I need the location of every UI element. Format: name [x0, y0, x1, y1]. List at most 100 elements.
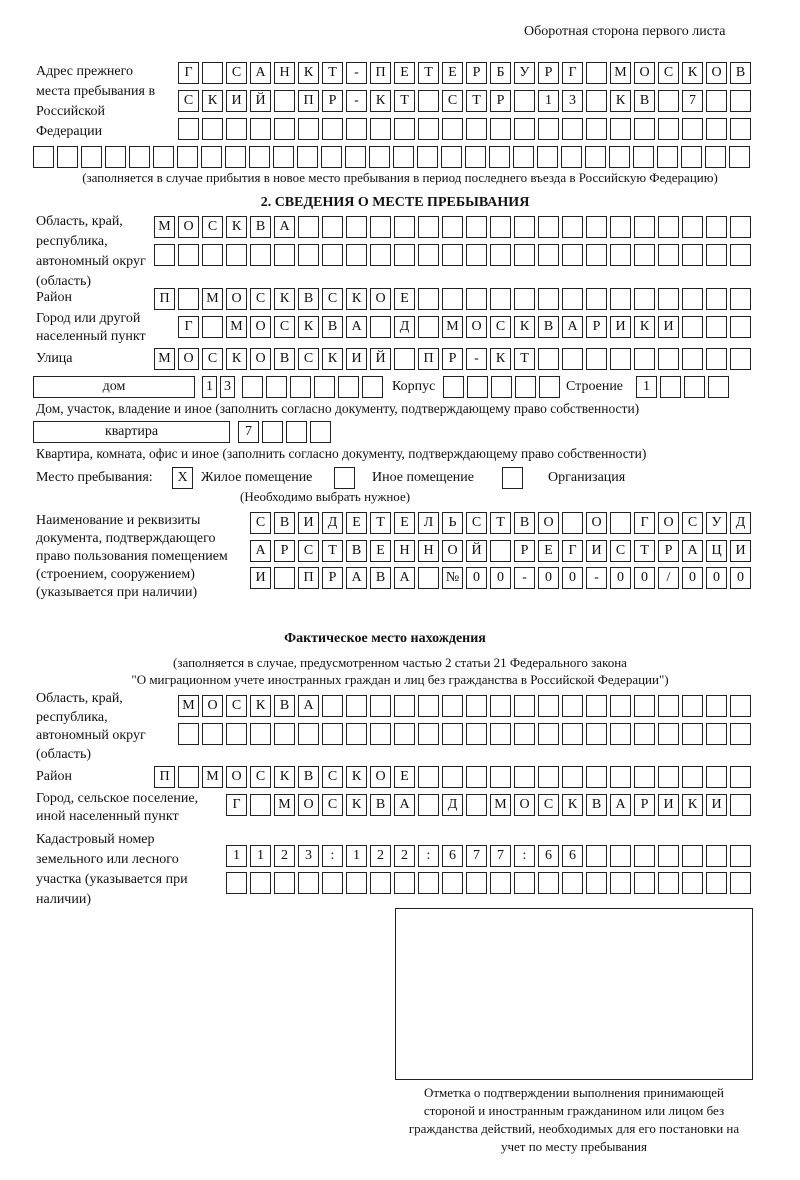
char-cell[interactable] — [202, 118, 223, 140]
char-cell[interactable]: Б — [490, 62, 511, 84]
char-cell[interactable]: О — [634, 62, 655, 84]
char-cell[interactable]: 7 — [490, 845, 511, 867]
char-cell[interactable] — [466, 723, 487, 745]
char-cell[interactable]: И — [250, 567, 271, 589]
char-cell[interactable]: С — [226, 695, 247, 717]
char-cell[interactable] — [514, 244, 535, 266]
char-cell[interactable] — [370, 723, 391, 745]
char-cell[interactable]: А — [298, 695, 319, 717]
char-cell[interactable]: Г — [178, 316, 199, 338]
char-cell[interactable]: М — [154, 216, 175, 238]
char-cell[interactable] — [394, 118, 415, 140]
char-cell[interactable] — [298, 244, 319, 266]
char-cell[interactable]: С — [442, 90, 463, 112]
char-cell[interactable]: Е — [370, 540, 391, 562]
char-cell[interactable]: К — [562, 794, 583, 816]
char-cell[interactable]: Г — [562, 540, 583, 562]
char-cell[interactable] — [538, 766, 559, 788]
char-cell[interactable] — [369, 146, 390, 168]
char-cell[interactable] — [466, 872, 487, 894]
char-cell[interactable] — [346, 695, 367, 717]
char-cell[interactable]: Д — [442, 794, 463, 816]
char-cell[interactable] — [586, 118, 607, 140]
char-cell[interactable]: Г — [562, 62, 583, 84]
char-cell[interactable]: М — [178, 695, 199, 717]
char-cell[interactable] — [274, 244, 295, 266]
char-cell[interactable]: О — [298, 794, 319, 816]
char-cell[interactable] — [634, 244, 655, 266]
char-cell[interactable] — [418, 872, 439, 894]
char-cell[interactable]: 0 — [682, 567, 703, 589]
char-cell[interactable]: Е — [394, 512, 415, 534]
char-cell[interactable]: С — [682, 512, 703, 534]
char-cell[interactable] — [682, 288, 703, 310]
char-cell[interactable] — [562, 695, 583, 717]
char-cell[interactable] — [33, 146, 54, 168]
char-cell[interactable] — [634, 288, 655, 310]
char-cell[interactable]: А — [394, 794, 415, 816]
char-cell[interactable]: О — [178, 216, 199, 238]
char-cell[interactable]: М — [610, 62, 631, 84]
char-cell[interactable] — [633, 146, 654, 168]
char-cell[interactable]: В — [346, 540, 367, 562]
char-cell[interactable]: Т — [466, 90, 487, 112]
char-cell[interactable] — [682, 316, 703, 338]
char-cell[interactable] — [682, 695, 703, 717]
char-cell[interactable]: А — [682, 540, 703, 562]
char-cell[interactable] — [706, 244, 727, 266]
char-cell[interactable] — [610, 288, 631, 310]
char-cell[interactable] — [489, 146, 510, 168]
char-cell[interactable] — [562, 118, 583, 140]
char-cell[interactable] — [586, 288, 607, 310]
char-cell[interactable] — [658, 695, 679, 717]
char-cell[interactable]: И — [610, 316, 631, 338]
char-cell[interactable]: Й — [250, 90, 271, 112]
char-cell[interactable]: 6 — [442, 845, 463, 867]
char-cell[interactable] — [225, 146, 246, 168]
char-cell[interactable] — [658, 872, 679, 894]
char-cell[interactable] — [346, 118, 367, 140]
char-cell[interactable]: 3 — [298, 845, 319, 867]
char-cell[interactable] — [660, 376, 681, 398]
char-cell[interactable] — [682, 244, 703, 266]
char-cell[interactable]: Р — [322, 567, 343, 589]
char-cell[interactable]: 3 — [220, 376, 235, 398]
char-cell[interactable] — [250, 872, 271, 894]
char-cell[interactable]: О — [178, 348, 199, 370]
char-cell[interactable]: 2 — [394, 845, 415, 867]
char-cell[interactable]: 0 — [610, 567, 631, 589]
char-cell[interactable] — [178, 244, 199, 266]
char-cell[interactable] — [562, 766, 583, 788]
char-cell[interactable] — [730, 244, 751, 266]
char-cell[interactable] — [586, 90, 607, 112]
char-cell[interactable]: Н — [274, 62, 295, 84]
char-cell[interactable]: 7 — [238, 421, 259, 443]
char-cell[interactable]: О — [202, 695, 223, 717]
char-cell[interactable]: В — [298, 766, 319, 788]
char-cell[interactable] — [298, 723, 319, 745]
char-cell[interactable]: О — [466, 316, 487, 338]
char-cell[interactable]: А — [250, 540, 271, 562]
char-cell[interactable] — [322, 118, 343, 140]
char-cell[interactable]: С — [490, 316, 511, 338]
char-cell[interactable] — [538, 723, 559, 745]
char-cell[interactable] — [178, 118, 199, 140]
char-cell[interactable] — [154, 244, 175, 266]
char-cell[interactable] — [202, 316, 223, 338]
char-cell[interactable]: Н — [418, 540, 439, 562]
option-other-checkbox[interactable] — [334, 467, 355, 489]
char-cell[interactable]: К — [346, 794, 367, 816]
char-cell[interactable]: В — [274, 695, 295, 717]
char-cell[interactable] — [338, 376, 359, 398]
char-cell[interactable] — [249, 146, 270, 168]
char-cell[interactable] — [634, 872, 655, 894]
char-cell[interactable] — [370, 695, 391, 717]
char-cell[interactable] — [634, 348, 655, 370]
char-cell[interactable] — [250, 794, 271, 816]
char-cell[interactable] — [490, 766, 511, 788]
char-cell[interactable]: К — [514, 316, 535, 338]
char-cell[interactable]: Д — [730, 512, 751, 534]
char-cell[interactable]: Е — [394, 766, 415, 788]
char-cell[interactable]: П — [154, 288, 175, 310]
char-cell[interactable]: И — [730, 540, 751, 562]
